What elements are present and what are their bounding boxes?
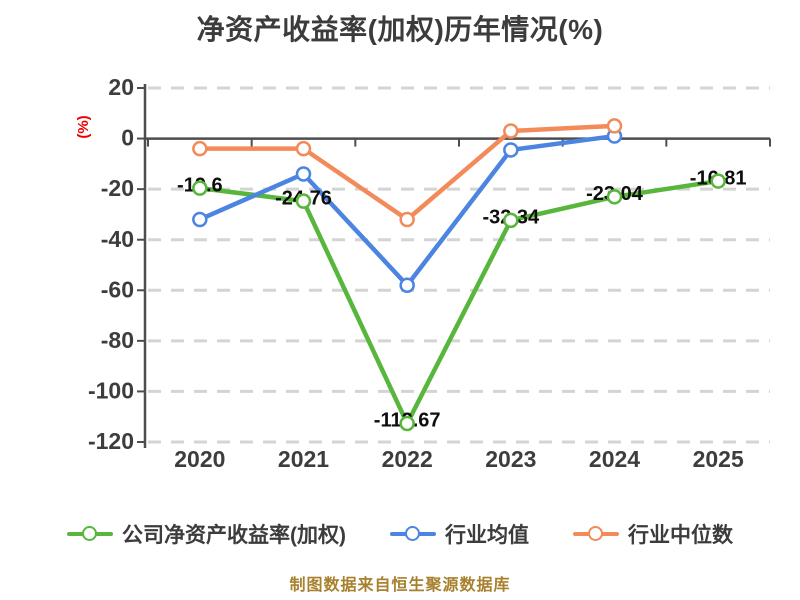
point-marker-0-0 bbox=[192, 180, 208, 196]
point-marker-0-2 bbox=[399, 415, 415, 432]
legend-marker-line-dot-orange bbox=[573, 525, 619, 543]
point-marker-2-2 bbox=[399, 211, 415, 228]
x-tick-label-2023: 2023 bbox=[485, 446, 536, 472]
x-tick-label-2025: 2025 bbox=[693, 446, 744, 472]
series-line-0 bbox=[197, 178, 721, 426]
y-tick-label--120: -120 bbox=[88, 428, 134, 454]
y-tick-label-0: 0 bbox=[121, 125, 134, 151]
legend-label: 行业中位数 bbox=[628, 524, 733, 547]
x-tick-label-2020: 2020 bbox=[174, 446, 225, 472]
point-marker-0-1 bbox=[295, 193, 312, 209]
legend-item-industry-median[interactable]: 行业中位数 bbox=[573, 519, 733, 549]
y-tick-label--60: -60 bbox=[101, 276, 134, 302]
y-tick-label--20: -20 bbox=[101, 175, 134, 201]
x-tick-label-2022: 2022 bbox=[382, 446, 433, 472]
point-marker-2-0 bbox=[192, 140, 208, 157]
point-marker-1-3 bbox=[503, 142, 519, 158]
point-marker-2-4 bbox=[606, 118, 623, 134]
point-marker-2-1 bbox=[295, 140, 312, 157]
legend: 公司净资产收益率(加权) 行业均值 行业中位数 bbox=[0, 519, 800, 549]
y-tick-label--80: -80 bbox=[101, 327, 134, 353]
y-axis-unit-label: (%) bbox=[75, 115, 92, 138]
y-tick-label--100: -100 bbox=[88, 378, 134, 404]
legend-marker-line-dot-green bbox=[67, 525, 113, 543]
point-marker-0-5 bbox=[710, 173, 726, 189]
legend-label: 行业均值 bbox=[445, 524, 529, 547]
legend-item-industry-mean[interactable]: 行业均值 bbox=[390, 519, 529, 549]
point-marker-1-0 bbox=[192, 211, 208, 228]
point-marker-1-2 bbox=[399, 277, 415, 293]
legend-label: 公司净资产收益率(加权) bbox=[122, 524, 346, 547]
point-marker-0-3 bbox=[503, 212, 519, 229]
legend-item-company-roe[interactable]: 公司净资产收益率(加权) bbox=[67, 519, 346, 549]
point-marker-2-3 bbox=[503, 123, 519, 139]
y-tick-label-20: 20 bbox=[108, 74, 134, 100]
x-tick-label-2024: 2024 bbox=[589, 446, 640, 472]
plot-area: 20 0 -20 -40 -60 -80 -100 -120 2020 2021 2022 2023 2… bbox=[88, 74, 771, 472]
point-marker-0-4 bbox=[606, 189, 623, 205]
legend-marker-line-dot-blue bbox=[390, 525, 436, 543]
x-tick-label-2021: 2021 bbox=[278, 446, 329, 472]
point-marker-1-1 bbox=[295, 166, 312, 182]
data-source-note: 制图数据来自恒生聚源数据库 bbox=[289, 577, 511, 594]
chart-title: 净资产收益率(加权)历年情况(%) bbox=[196, 14, 604, 45]
series-line-2 bbox=[197, 123, 617, 222]
y-tick-label--40: -40 bbox=[101, 226, 134, 252]
